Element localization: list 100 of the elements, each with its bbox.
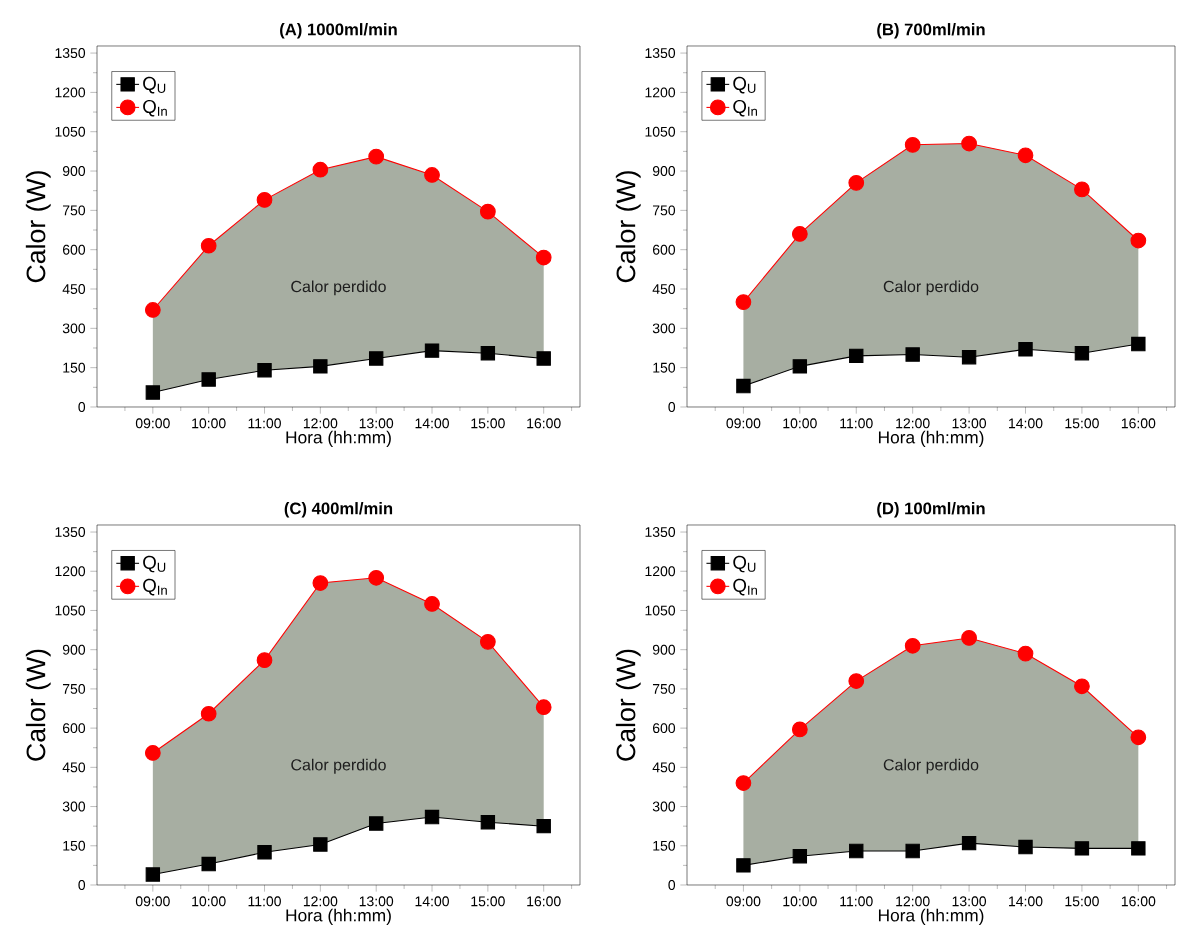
y-tick-label: 1050 (645, 126, 676, 137)
point (961, 835, 977, 851)
y-tick-label: 300 (652, 801, 676, 812)
point (1074, 346, 1090, 361)
y-tick-label: 600 (652, 723, 676, 734)
y-tick-label: 300 (62, 323, 86, 334)
x-tick-label: 09:00 (135, 896, 170, 907)
x-tick-label: 09:00 (726, 418, 761, 429)
legend-label: Q$_{U}$ (733, 76, 756, 94)
point (201, 372, 216, 387)
point (735, 294, 752, 310)
y-tick-label: 300 (652, 323, 676, 334)
legend-label: Q$_{U}$ (143, 555, 166, 573)
y-tick-label: 1050 (55, 605, 86, 616)
point (144, 302, 161, 318)
point (256, 192, 273, 208)
point (368, 148, 385, 165)
y-tick-label: 450 (652, 284, 676, 294)
y-tick-label: 1200 (55, 87, 86, 98)
legend-label: Q$_{U}$ (733, 555, 756, 573)
y-tick-label: 0 (78, 880, 86, 890)
y-tick-label: 600 (652, 244, 676, 255)
point (1018, 342, 1033, 357)
y-axis-title: Calor (W) (615, 171, 641, 283)
y-tick-label: 1350 (645, 48, 676, 59)
y-tick-label: 1050 (55, 126, 86, 137)
y-tick-label: 150 (63, 840, 86, 851)
y-tick-label: 900 (652, 166, 676, 176)
point (536, 351, 551, 366)
y-tick-label: 0 (668, 402, 676, 412)
point (848, 174, 865, 191)
x-axis-title: Hora (hh:mm) (286, 908, 391, 925)
point (479, 633, 496, 650)
point (792, 359, 808, 374)
x-tick-label: 16:00 (527, 896, 561, 907)
y-tick-label: 0 (78, 402, 86, 412)
point (424, 343, 440, 358)
point (313, 359, 328, 374)
x-tick-label: 15:00 (471, 896, 505, 907)
y-tick-label: 1350 (55, 48, 86, 59)
x-tick-label: 13:00 (952, 418, 987, 429)
x-tick-label: 10:00 (783, 896, 817, 907)
point (904, 637, 921, 654)
point (736, 858, 751, 873)
point (961, 135, 977, 152)
point (536, 818, 551, 834)
y-tick-label: 900 (62, 166, 86, 176)
point (313, 837, 328, 852)
point (791, 226, 808, 242)
y-tick-label: 150 (653, 840, 676, 851)
point (201, 856, 216, 872)
point (312, 161, 329, 178)
point (424, 596, 440, 612)
y-tick-label: 450 (62, 284, 86, 294)
point (200, 237, 217, 254)
y-axis-title: Calor (W) (25, 171, 51, 283)
legend-label: Q$_{In}$ (733, 578, 757, 596)
x-tick-label: 10:00 (783, 418, 817, 429)
x-tick-label: 16:00 (527, 418, 561, 429)
point (368, 569, 385, 586)
point (145, 867, 161, 882)
y-tick-label: 450 (652, 762, 676, 773)
y-tick-label: 1350 (645, 527, 676, 538)
annotation: Calor perdido (883, 758, 979, 774)
x-tick-label: 12:00 (896, 896, 930, 907)
point (905, 347, 920, 362)
y-tick-label: 1200 (55, 566, 86, 577)
point (424, 809, 440, 825)
x-axis-title: Hora (hh:mm) (878, 908, 984, 925)
point (961, 349, 977, 365)
annotation: Calor perdido (291, 280, 386, 296)
y-tick-label: 1200 (645, 566, 676, 577)
point (368, 816, 384, 831)
x-tick-label: 13:00 (952, 896, 987, 907)
point (1018, 839, 1033, 855)
point (735, 775, 752, 791)
y-tick-label: 750 (62, 683, 86, 694)
x-tick-label: 13:00 (359, 896, 394, 907)
y-tick-label: 150 (653, 362, 676, 373)
x-tick-label: 16:00 (1121, 418, 1156, 429)
point (535, 699, 552, 716)
point (480, 346, 496, 361)
x-tick-label: 14:00 (1009, 418, 1043, 429)
point (961, 630, 977, 646)
point (1017, 147, 1034, 164)
chart-title: (D) 100ml/min (877, 502, 985, 518)
point (145, 385, 161, 400)
y-tick-label: 0 (668, 880, 676, 890)
point (257, 363, 272, 378)
y-tick-label: 750 (652, 683, 676, 694)
y-axis-title: Calor (W) (25, 649, 51, 761)
legend-label: Q$_{In}$ (733, 99, 757, 117)
y-tick-label: 900 (652, 644, 676, 655)
x-tick-label: 10:00 (192, 896, 226, 907)
x-axis-title: Hora (hh:mm) (286, 430, 391, 447)
x-tick-label: 13:00 (359, 418, 394, 429)
point (535, 249, 552, 266)
x-tick-label: 09:00 (135, 418, 170, 429)
point (905, 843, 920, 859)
y-tick-label: 600 (62, 723, 86, 734)
